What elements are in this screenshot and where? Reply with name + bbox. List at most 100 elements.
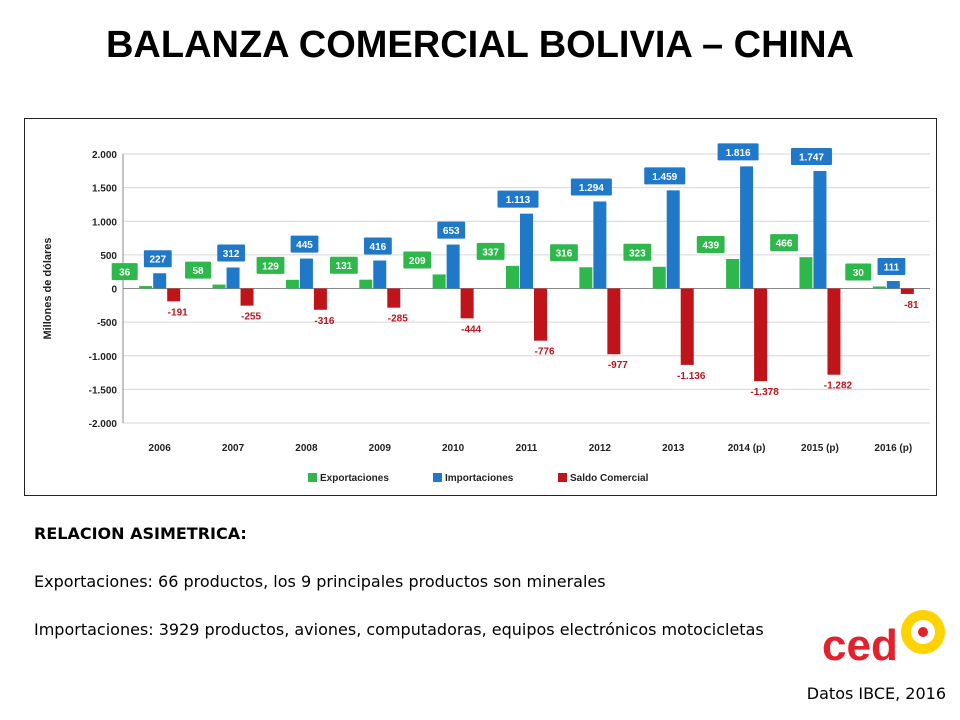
data-label-box-imports (437, 221, 466, 239)
bar-saldo-comercial (900, 288, 914, 294)
data-label-saldo: -977 (608, 360, 628, 371)
y-tick-label: 0 (111, 285, 117, 296)
data-label-imports: 111 (884, 263, 900, 274)
data-label-saldo: -255 (241, 312, 261, 323)
bar-importaciones (813, 171, 827, 289)
x-tick-label: 2016 (p) (874, 443, 912, 454)
legend-swatch (558, 473, 567, 482)
source-note: Datos IBCE, 2016 (806, 684, 946, 703)
bar-exportaciones (579, 267, 593, 289)
data-label-box-imports (790, 148, 832, 166)
bar-exportaciones (652, 266, 666, 289)
y-tick-label: 1.500 (92, 184, 117, 195)
bar-saldo-comercial (240, 288, 254, 306)
data-label-box-exports (256, 256, 285, 274)
data-label-exports: 131 (336, 261, 353, 272)
bar-importaciones (226, 267, 240, 289)
x-tick-label: 2006 (149, 443, 172, 454)
x-tick-label: 2008 (295, 443, 318, 454)
data-label-saldo: -1.136 (677, 371, 706, 382)
x-tick-label: 2009 (369, 443, 392, 454)
legend-swatch (308, 473, 317, 482)
slide-title: BALANZA COMERCIAL BOLIVIA – CHINA (105, 24, 855, 66)
data-label-box-imports (644, 167, 686, 185)
bar-importaciones (446, 244, 460, 289)
data-label-box-imports (363, 237, 392, 255)
chart-svg: Millones de dólares 2.000 1.500 1.000 500 0 -5… (42, 143, 930, 484)
trade-balance-chart: Millones de dólares 2.000 1.500 1.000 500 0 -5… (24, 118, 937, 496)
data-label-box-exports (476, 242, 505, 260)
bar-saldo-comercial (680, 288, 694, 365)
data-label-box-exports (185, 261, 212, 279)
data-label-exports: 323 (629, 248, 646, 259)
bar-importaciones (740, 166, 754, 289)
data-label-saldo: -316 (314, 316, 334, 327)
data-label-box-exports (550, 244, 578, 262)
data-label-box-exports (111, 263, 138, 281)
bar-importaciones (886, 281, 900, 289)
data-label-box-imports (877, 258, 906, 276)
data-label-exports: 30 (853, 268, 865, 279)
bar-importaciones (666, 190, 680, 289)
data-label-exports: 316 (556, 249, 573, 260)
y-tick-label: -1.000 (89, 352, 118, 363)
y-axis-label: Millones de dólares (42, 237, 54, 339)
data-label-imports: 1.294 (579, 183, 604, 194)
data-label-box-exports (403, 251, 432, 269)
y-tick-label: -1.500 (89, 385, 118, 396)
data-label-box-imports (570, 178, 612, 196)
data-label-imports: 1.113 (506, 195, 531, 206)
bar-exportaciones (432, 274, 446, 289)
y-tick-label: -2.000 (89, 419, 118, 430)
data-label-saldo: -444 (461, 324, 481, 335)
data-label-box-exports (623, 243, 652, 261)
exports-note: Exportaciones: 66 productos, los 9 princ… (34, 572, 606, 591)
x-tick-label: 2013 (662, 443, 685, 454)
data-label-imports: 1.816 (726, 148, 751, 159)
bar-importaciones (373, 260, 387, 289)
data-label-imports: 227 (149, 255, 166, 266)
data-label-saldo: -776 (534, 347, 554, 358)
data-label-imports: 1.459 (652, 172, 677, 183)
data-label-box-exports (770, 234, 798, 252)
bar-exportaciones (872, 286, 886, 289)
data-label-imports: 445 (296, 240, 313, 251)
data-label-imports: 653 (443, 226, 460, 237)
data-label-exports: 209 (409, 256, 426, 267)
data-label-box-exports (329, 256, 358, 274)
data-label-box-imports (143, 250, 172, 268)
data-label-saldo: -81 (904, 300, 919, 311)
bar-exportaciones (506, 265, 519, 289)
data-label-box-exports (845, 263, 872, 281)
bar-importaciones (299, 258, 313, 289)
bar-exportaciones (799, 257, 813, 289)
legend-label: Exportaciones (320, 473, 389, 484)
data-label-saldo: -191 (168, 307, 188, 318)
data-label-imports: 1.747 (799, 153, 824, 164)
legend-swatch (433, 473, 442, 482)
bar-exportaciones (285, 279, 299, 289)
data-label-exports: 337 (482, 247, 499, 258)
legend-label: Saldo Comercial (570, 473, 649, 484)
bar-saldo-comercial (534, 288, 547, 341)
bar-saldo-comercial (387, 288, 401, 308)
bar-saldo-comercial (827, 288, 841, 375)
data-label-box-exports (696, 235, 725, 253)
x-tick-label: 2014 (p) (728, 443, 766, 454)
data-label-exports: 466 (776, 239, 793, 250)
y-tick-label: 1.000 (92, 217, 117, 228)
bar-importaciones (153, 273, 167, 289)
data-label-saldo: -1.282 (824, 381, 853, 392)
data-label-imports: 312 (223, 249, 240, 260)
y-tick-label: -500 (97, 318, 117, 329)
data-label-box-imports (497, 190, 539, 208)
data-label-box-imports (217, 244, 246, 262)
x-tick-label: 2011 (516, 443, 538, 454)
x-tick-label: 2007 (222, 443, 245, 454)
data-label-saldo: -285 (388, 314, 408, 325)
data-label-exports: 58 (192, 266, 204, 277)
bar-exportaciones (139, 286, 153, 289)
data-label-box-imports (717, 143, 759, 161)
x-tick-label: 2015 (p) (801, 443, 839, 454)
bar-importaciones (593, 201, 607, 289)
